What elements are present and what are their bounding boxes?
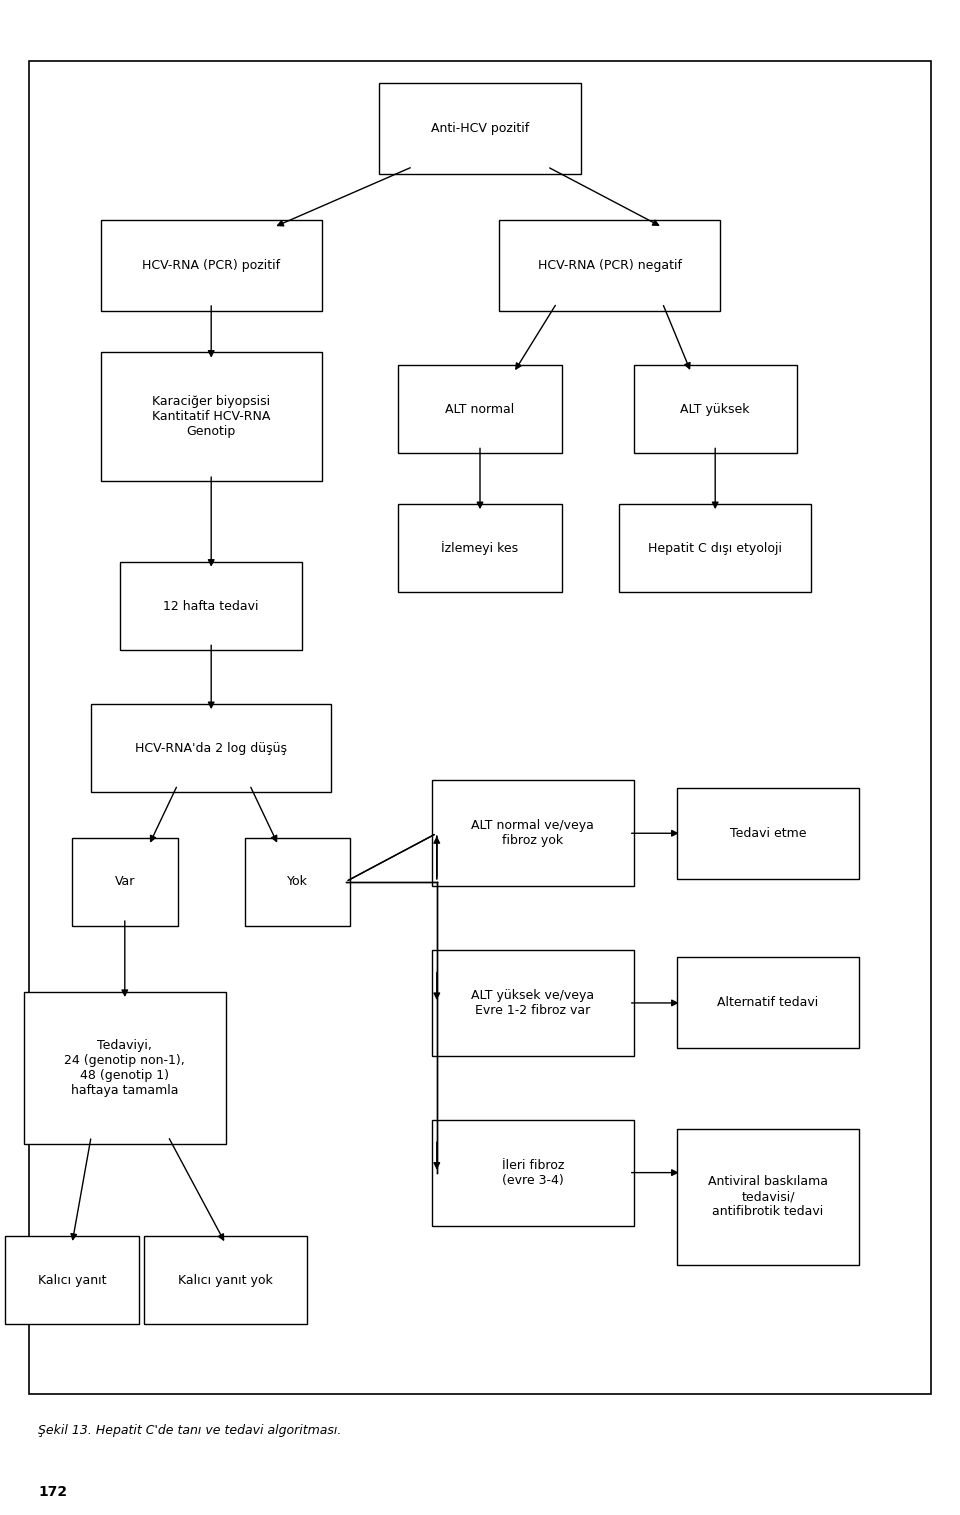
FancyBboxPatch shape [677, 957, 859, 1048]
FancyBboxPatch shape [91, 704, 331, 792]
Text: Tedavi etme: Tedavi etme [730, 827, 806, 839]
Text: HCV-RNA (PCR) negatif: HCV-RNA (PCR) negatif [538, 259, 682, 271]
FancyBboxPatch shape [677, 788, 859, 879]
Text: Kalıcı yanıt: Kalıcı yanıt [37, 1274, 107, 1286]
Text: Var: Var [114, 876, 135, 888]
Text: İleri fibroz
(evre 3-4): İleri fibroz (evre 3-4) [502, 1159, 564, 1186]
FancyBboxPatch shape [144, 1236, 307, 1324]
FancyBboxPatch shape [379, 83, 581, 174]
FancyBboxPatch shape [499, 220, 720, 311]
FancyBboxPatch shape [677, 1129, 859, 1265]
FancyBboxPatch shape [619, 504, 811, 592]
FancyBboxPatch shape [634, 365, 797, 453]
Text: Antiviral baskılama
tedavisi/
antifibrotik tedavi: Antiviral baskılama tedavisi/ antifibrot… [708, 1176, 828, 1218]
FancyBboxPatch shape [72, 838, 178, 926]
FancyBboxPatch shape [101, 353, 322, 482]
FancyBboxPatch shape [29, 61, 931, 1394]
Text: 12 hafta tedavi: 12 hafta tedavi [163, 600, 259, 612]
Text: İzlemeyi kes: İzlemeyi kes [442, 541, 518, 556]
Text: ALT normal ve/veya
fibroz yok: ALT normal ve/veya fibroz yok [471, 820, 594, 847]
Text: Anti-HCV pozitif: Anti-HCV pozitif [431, 123, 529, 135]
FancyBboxPatch shape [432, 1120, 634, 1226]
FancyBboxPatch shape [101, 220, 322, 311]
FancyBboxPatch shape [5, 1236, 139, 1324]
FancyBboxPatch shape [398, 504, 562, 592]
FancyBboxPatch shape [120, 562, 302, 650]
Text: Yok: Yok [287, 876, 308, 888]
FancyBboxPatch shape [398, 365, 562, 453]
Text: HCV-RNA'da 2 log düşüş: HCV-RNA'da 2 log düşüş [135, 742, 287, 754]
FancyBboxPatch shape [432, 950, 634, 1056]
Text: ALT yüksek ve/veya
Evre 1-2 fibroz var: ALT yüksek ve/veya Evre 1-2 fibroz var [471, 989, 594, 1017]
Text: ALT yüksek: ALT yüksek [681, 403, 750, 415]
Text: Tedaviyi,
24 (genotip non-1),
48 (genotip 1)
haftaya tamamla: Tedaviyi, 24 (genotip non-1), 48 (genoti… [64, 1039, 185, 1097]
FancyBboxPatch shape [24, 992, 226, 1144]
Text: Hepatit C dışı etyoloji: Hepatit C dışı etyoloji [648, 542, 782, 554]
Text: ALT normal: ALT normal [445, 403, 515, 415]
Text: 172: 172 [38, 1485, 67, 1498]
Text: Şekil 13. Hepatit C'de tanı ve tedavi algoritması.: Şekil 13. Hepatit C'de tanı ve tedavi al… [38, 1424, 342, 1438]
Text: Karaciğer biyopsisi
Kantitatif HCV-RNA
Genotip: Karaciğer biyopsisi Kantitatif HCV-RNA G… [152, 395, 271, 438]
Text: Kalıcı yanıt yok: Kalıcı yanıt yok [179, 1274, 273, 1286]
Text: Alternatif tedavi: Alternatif tedavi [717, 997, 819, 1009]
FancyBboxPatch shape [432, 780, 634, 886]
Text: HCV-RNA (PCR) pozitif: HCV-RNA (PCR) pozitif [142, 259, 280, 271]
FancyBboxPatch shape [245, 838, 350, 926]
